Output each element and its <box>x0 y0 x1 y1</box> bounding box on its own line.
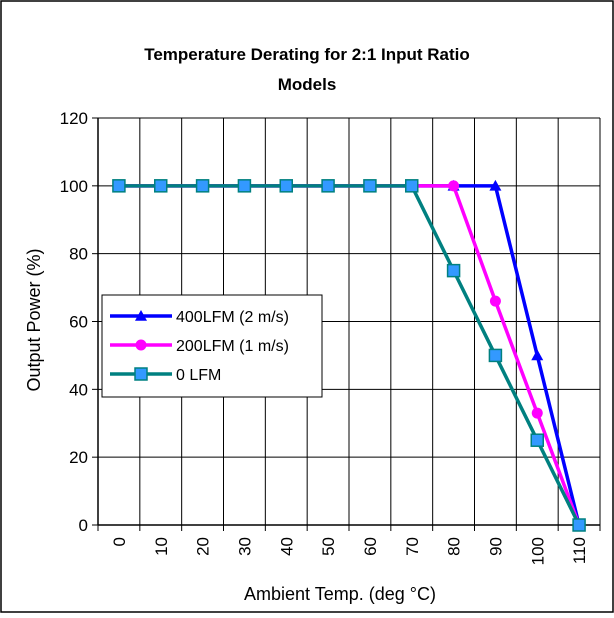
x-tick-label: 10 <box>152 537 171 556</box>
x-axis-label: Ambient Temp. (deg °C) <box>244 584 436 604</box>
circle-marker <box>135 339 147 351</box>
square-marker <box>530 433 544 447</box>
y-tick-label: 20 <box>69 448 88 467</box>
x-tick-label: 40 <box>277 537 296 556</box>
y-tick-label: 60 <box>69 313 88 332</box>
square-marker <box>321 179 335 193</box>
square-marker <box>195 179 210 193</box>
square-marker <box>154 179 168 193</box>
y-tick-label: 40 <box>69 380 88 399</box>
x-tick-label: 70 <box>403 537 422 556</box>
triangle-marker <box>489 179 502 191</box>
x-tick-label: 100 <box>528 537 547 565</box>
square-marker <box>446 263 461 278</box>
chart-title-line-2: Models <box>278 75 337 94</box>
legend: 400LFM (2 m/s) 200LFM (1 m/s) 0 LFM <box>101 294 323 398</box>
y-axis-label: Output Power (%) <box>24 248 44 391</box>
square-marker <box>488 348 503 363</box>
series-line <box>118 184 581 526</box>
y-tick-label: 100 <box>60 177 88 196</box>
axes: 0 20 40 60 80 100 120 0 10 20 30 40 50 60 70 80 90 100 110 <box>60 109 601 565</box>
y-tick-label: 0 <box>79 516 88 535</box>
x-tick-label: 90 <box>486 537 505 556</box>
circle-marker <box>489 295 501 307</box>
legend-label: 400LFM (2 m/s) <box>176 309 289 326</box>
x-tick-label: 50 <box>319 537 338 556</box>
x-tick-label: 0 <box>110 537 129 546</box>
triangle-marker <box>135 310 147 321</box>
x-tick-label: 60 <box>361 537 380 556</box>
x-tick-label: 110 <box>570 537 589 564</box>
x-tick-label: 30 <box>235 537 254 556</box>
legend-label: 0 LFM <box>176 367 221 384</box>
square-marker <box>279 179 293 193</box>
series-markers-2 <box>112 179 586 532</box>
series-2 <box>118 184 581 526</box>
square-marker <box>363 179 377 193</box>
y-tick-label: 120 <box>60 109 88 128</box>
square-marker <box>572 518 586 532</box>
square-marker <box>405 179 419 193</box>
circle-marker <box>531 407 543 419</box>
square-marker <box>237 179 252 193</box>
y-tick-label: 80 <box>69 245 88 264</box>
x-tick-label: 80 <box>445 537 464 556</box>
square-marker <box>112 179 126 193</box>
chart-title-line-1: Temperature Derating for 2:1 Input Ratio <box>144 45 470 64</box>
square-marker <box>134 367 148 381</box>
circle-marker <box>448 180 460 192</box>
x-tick-label: 20 <box>194 537 213 556</box>
triangle-marker <box>531 349 544 361</box>
legend-label: 200LFM (1 m/s) <box>176 338 289 355</box>
series-group <box>112 179 586 532</box>
